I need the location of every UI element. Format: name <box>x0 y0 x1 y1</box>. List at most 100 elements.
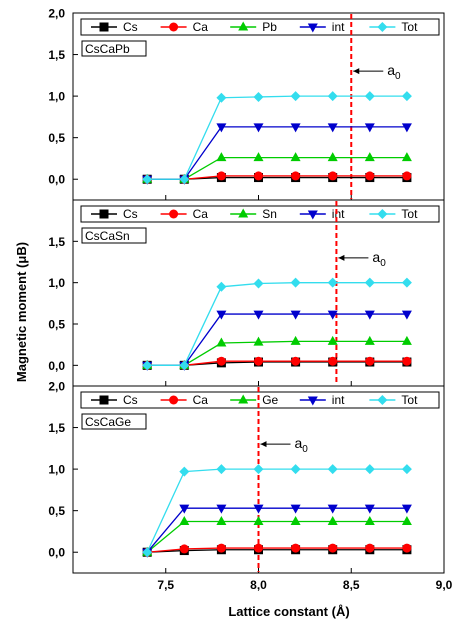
point-Ca <box>328 356 338 366</box>
point-Tot <box>253 91 264 102</box>
point-int <box>290 310 301 320</box>
point-Tot <box>253 278 264 289</box>
legend-marker-Cs <box>99 395 109 405</box>
a0-arrowhead <box>338 254 345 261</box>
panel-label-box <box>81 227 147 244</box>
point-Sn <box>253 336 264 346</box>
point-Ca <box>402 356 412 366</box>
legend-box <box>80 205 440 223</box>
point-Ca <box>328 171 338 181</box>
point-int <box>290 504 301 514</box>
legend-label-Ca: Ca <box>193 20 209 34</box>
legend-label-Cs: Cs <box>123 207 138 221</box>
point-Ge <box>179 515 190 525</box>
legend-label-int: int <box>332 393 345 407</box>
legend-marker-Ca <box>169 395 179 405</box>
y-tick-label: 0,5 <box>48 504 65 518</box>
point-Tot <box>216 464 227 475</box>
point-Ca <box>291 543 301 553</box>
panel-label: CsCaGe <box>85 415 131 429</box>
point-int <box>253 504 264 514</box>
panel-label: CsCaSn <box>85 229 130 243</box>
point-Sn <box>401 335 412 345</box>
legend-label-Ge: Ge <box>262 393 278 407</box>
x-tick-label: 9,0 <box>436 578 453 592</box>
series-line-Ca <box>147 360 407 366</box>
point-int <box>364 310 375 320</box>
point-Tot <box>401 91 412 102</box>
point-int <box>327 504 338 514</box>
legend-label-Sn: Sn <box>262 207 277 221</box>
legend-label-Cs: Cs <box>123 20 138 34</box>
point-Ca <box>365 543 375 553</box>
point-Ca <box>402 543 412 553</box>
y-tick-label: 1,5 <box>48 235 65 249</box>
point-Tot <box>364 277 375 288</box>
series-line-int <box>146 507 407 553</box>
point-Tot <box>401 464 412 475</box>
y-tick-label: 1,0 <box>48 90 65 104</box>
legend-label-Tot: Tot <box>401 20 418 34</box>
point-Tot <box>401 277 412 288</box>
series-line-int <box>147 126 407 180</box>
point-Tot <box>327 464 338 475</box>
point-Tot <box>290 277 301 288</box>
series-line-Tot <box>146 468 407 553</box>
point-Tot <box>179 174 190 185</box>
legend-marker-int <box>307 396 318 406</box>
point-Tot <box>364 91 375 102</box>
point-Ca <box>254 543 263 553</box>
x-tick-label: 8,5 <box>343 578 360 592</box>
panel-CsCaGe: 0,00,51,01,52,07,5 8,0 8,5 9,0Cs Ca Ge int TotC… <box>48 380 452 593</box>
legend-marker-Sn <box>238 208 249 218</box>
point-int <box>216 504 227 514</box>
point-int <box>253 310 264 320</box>
point-Pb <box>364 152 375 162</box>
point-Ca <box>179 544 189 554</box>
legend-marker-Ca <box>169 22 179 32</box>
point-Tot <box>179 360 190 371</box>
point-Pb <box>290 152 301 162</box>
a0-label: a0 <box>295 435 309 455</box>
point-Pb <box>253 152 264 162</box>
y-tick-label: 1,5 <box>48 421 65 435</box>
legend-label-int: int <box>332 207 345 221</box>
a0-label: a0 <box>387 62 401 82</box>
series-line-Cs <box>147 549 407 553</box>
panel-label-box <box>81 40 147 57</box>
legend-box <box>80 18 440 36</box>
legend-label-Ca: Ca <box>193 207 209 221</box>
point-Tot <box>327 91 338 102</box>
point-Tot <box>290 91 301 102</box>
point-Tot <box>179 466 190 477</box>
series-line-Sn <box>147 340 407 366</box>
legend-label-int: int <box>332 20 345 34</box>
legend-label-Cs: Cs <box>123 393 138 407</box>
point-int <box>216 310 227 320</box>
legend-label-Tot: Tot <box>401 207 418 221</box>
series-line-Tot <box>147 282 407 366</box>
point-int <box>401 310 412 320</box>
point-int <box>364 504 375 514</box>
point-Sn <box>327 335 338 345</box>
y-tick-label: 1,0 <box>48 463 65 477</box>
point-Tot <box>142 360 153 371</box>
legend-marker-Ge <box>238 394 249 404</box>
legend-label-Ca: Ca <box>193 393 209 407</box>
point-Ca <box>216 543 226 553</box>
point-int <box>364 123 375 133</box>
point-Ge <box>327 515 338 525</box>
legend-marker-Cs <box>99 209 109 219</box>
y-tick-label: 0,0 <box>48 359 65 373</box>
point-Pb <box>216 152 227 162</box>
legend-marker-int <box>307 23 318 33</box>
x-tick-label: 7,5 <box>157 578 174 592</box>
panels: 0,00,51,01,52,0Cs Ca Pb int TotCsCaPba00,00,… <box>48 7 452 593</box>
point-Ca <box>291 171 301 181</box>
point-int <box>401 123 412 133</box>
legend-marker-Tot <box>377 209 388 219</box>
series-line-Ca <box>147 547 407 553</box>
point-Ge <box>253 515 264 525</box>
point-int <box>179 504 190 514</box>
